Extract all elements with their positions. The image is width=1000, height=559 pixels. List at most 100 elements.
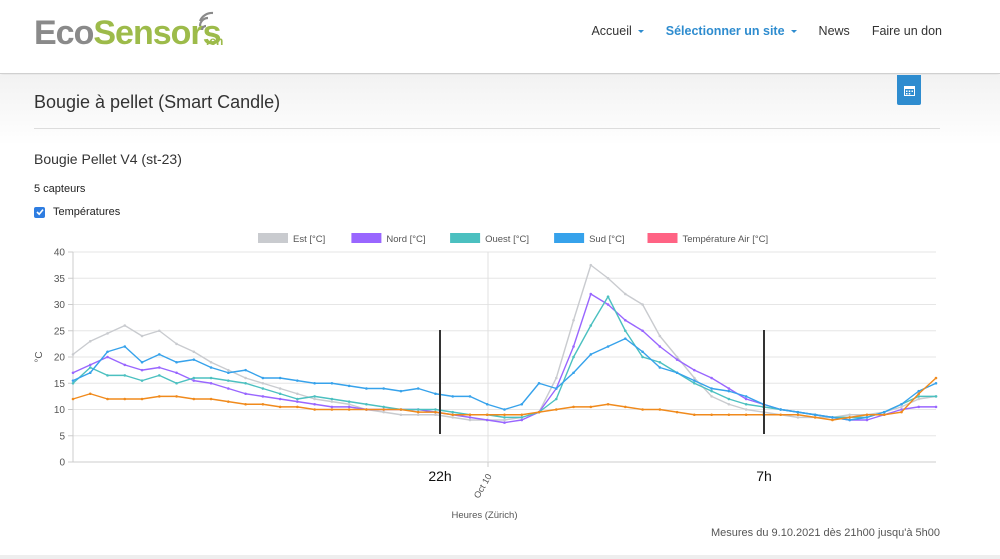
divider [34,128,940,129]
data-point [140,368,144,372]
data-point [451,413,455,417]
data-point [347,405,351,409]
data-point [382,410,385,414]
data-point [744,397,748,401]
data-point [261,402,265,406]
data-point [831,418,834,422]
data-point [106,397,109,401]
data-point [416,410,420,414]
series-line [72,337,937,421]
data-point [710,376,713,380]
data-point [313,408,316,411]
data-point [520,418,524,422]
data-point [330,381,334,385]
y-tick-label: 25 [54,326,66,337]
series-line [72,264,937,421]
y-tick-label: 40 [54,248,66,259]
x-axis-label: Heures (Zürich) [452,510,518,521]
data-point [744,408,748,411]
data-point [209,366,213,369]
data-point [192,358,196,361]
bottom-divider [0,555,1000,559]
data-point [554,376,558,380]
time-marker-label: 22h [428,468,451,484]
data-point [485,402,489,406]
nav-item-accueil[interactable]: Accueil [591,24,644,38]
data-point [365,387,368,390]
data-point [693,413,696,417]
data-point [468,395,472,398]
data-point [468,418,472,422]
data-point [227,379,230,382]
data-point [88,363,92,367]
series-line [72,293,936,424]
data-point [485,413,489,417]
data-point [520,416,524,419]
data-point [296,405,299,409]
data-point [140,360,144,364]
data-point [693,376,696,380]
data-point [606,345,610,348]
data-point [416,413,420,417]
data-point [106,332,109,335]
temperatures-toggle[interactable]: Températures [34,206,120,218]
legend-swatch [258,233,288,243]
data-point [917,389,921,393]
data-point [917,395,921,398]
data-point [209,397,213,401]
data-point [554,408,558,411]
data-point [744,413,748,417]
data-point [537,381,541,385]
y-tick-label: 5 [59,431,65,442]
data-point [641,303,644,306]
data-point [572,371,575,375]
data-point [209,376,213,380]
legend-label: Température Air [°C] [683,234,769,245]
data-point [744,402,748,406]
legend-label: Est [°C] [293,234,325,245]
data-point [192,350,196,354]
data-point [900,408,903,411]
data-point [503,416,506,419]
data-point [347,400,351,403]
data-point [399,389,403,393]
data-point [192,379,196,382]
legend-swatch [554,233,585,243]
data-point [278,392,282,396]
data-point [537,410,541,414]
calendar-button[interactable] [897,75,921,105]
data-point [606,295,610,298]
ecosensors-logo[interactable]: EcoSensors .ch [34,11,223,54]
data-point [554,387,558,390]
data-point [520,402,524,406]
data-point [900,410,903,414]
data-point [865,413,869,417]
data-point [192,376,196,380]
legend-swatch [450,233,481,243]
data-point [917,392,921,396]
data-point [244,376,247,380]
data-point [227,387,230,390]
nav-item-news[interactable]: News [818,24,850,38]
data-point [261,381,265,385]
data-point [278,376,282,380]
data-point [606,402,610,406]
nav-item-donate[interactable]: Faire un don [871,24,942,38]
data-point [641,355,644,359]
data-point [658,334,662,338]
data-point [434,413,437,417]
nav-item-select-site[interactable]: Sélectionner un site [666,24,797,38]
data-point [710,389,713,393]
data-point [88,392,92,396]
data-point [675,371,679,375]
data-point [796,416,800,419]
data-point [261,395,265,398]
checkbox-checked-icon[interactable] [34,206,45,218]
data-point [865,418,869,422]
data-point [296,392,299,396]
data-point [572,355,575,359]
data-point [278,397,282,401]
data-point [434,408,437,411]
data-point [917,397,921,401]
data-point [382,405,385,409]
